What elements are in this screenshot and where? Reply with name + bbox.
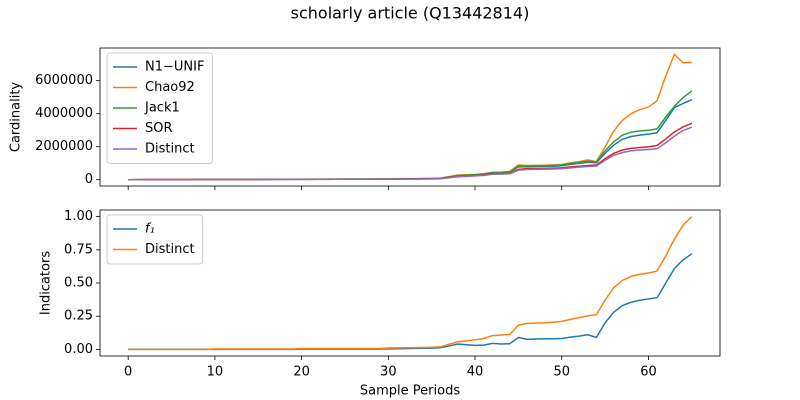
legend-box — [106, 52, 213, 164]
legend-entry: f₁ — [113, 222, 155, 237]
axes: 0.00 0.25 0.50 0.75 1.00 0 10 20 30 40 50 60 Indicat… — [39, 209, 721, 399]
legend-label: N1−UNIF — [145, 60, 204, 75]
y-tick-label: 1.00 — [64, 209, 93, 224]
legend-entry: Jack1 — [113, 101, 180, 116]
y-tick-label: 6000000 — [35, 73, 93, 88]
legend-entry: SOR — [113, 121, 173, 136]
legend-entry: N1−UNIF — [113, 60, 204, 75]
legend: N1−UNIF Chao92 Jack1 SOR Distinct — [106, 52, 213, 164]
y-tick-label: 0.25 — [64, 309, 93, 324]
series-line — [128, 126, 693, 181]
axes-frame — [99, 47, 721, 187]
series-line — [128, 216, 693, 351]
y-tick-label: 0.00 — [64, 342, 93, 357]
y-tick-label: 2000000 — [35, 139, 93, 154]
x-tick-label: 30 — [380, 365, 397, 380]
legend-label: Distinct — [145, 142, 195, 157]
y-tick-label: 0 — [85, 172, 93, 187]
x-tick-label: 0 — [124, 365, 132, 380]
legend-label: f₁ — [145, 222, 155, 237]
y-tick-label: 4000000 — [35, 106, 93, 121]
legend-label: SOR — [145, 121, 173, 136]
axes: 0 2000000 4000000 6000000 Cardinality N1−UNIF… — [9, 47, 721, 190]
legend-label: Chao92 — [145, 80, 195, 95]
legend-box — [106, 214, 204, 265]
axes-frame — [99, 209, 721, 357]
x-tick-label: 50 — [553, 365, 570, 380]
legend-label: Jack1 — [144, 101, 180, 116]
y-tick-label: 0.75 — [64, 242, 93, 257]
x-tick-label: 60 — [640, 365, 657, 380]
x-tick-label: 40 — [467, 365, 484, 380]
legend-entry: Distinct — [113, 142, 195, 157]
legend-label: Distinct — [145, 242, 195, 257]
x-tick-label: 10 — [207, 365, 224, 380]
y-axis-label: Indicators — [39, 251, 54, 315]
x-tick-label: 20 — [293, 365, 310, 380]
legend-entry: Distinct — [113, 242, 195, 257]
x-axis-label: Sample Periods — [360, 384, 460, 399]
figure-title: scholarly article (Q13442814) — [291, 4, 530, 23]
y-tick-label: 0.50 — [64, 276, 93, 291]
y-axis-label: Cardinality — [9, 82, 24, 153]
legend-entry: Chao92 — [113, 80, 195, 95]
legend: f₁ Distinct — [106, 214, 204, 265]
